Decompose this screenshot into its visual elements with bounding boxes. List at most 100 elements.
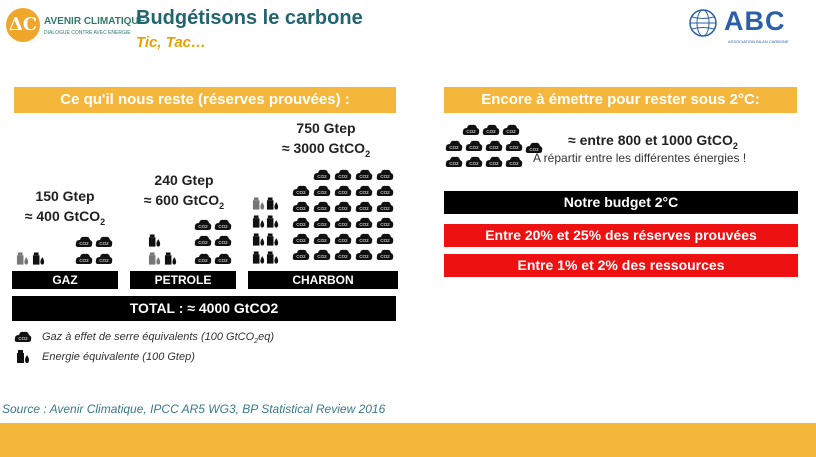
category-gaz: GAZ: [12, 271, 118, 289]
svg-text:CO2: CO2: [506, 129, 516, 134]
barrel-icon: [252, 215, 265, 228]
barrel-icon: [164, 252, 177, 265]
svg-text:CO2: CO2: [296, 238, 306, 243]
svg-text:CO2: CO2: [317, 222, 327, 227]
svg-text:CO2: CO2: [99, 258, 109, 263]
distribution-note: A répartir entre les différentes énergie…: [533, 151, 747, 165]
co2-cloud-icon: CO2: [334, 233, 352, 244]
svg-text:CO2: CO2: [317, 206, 327, 211]
svg-text:CO2: CO2: [338, 222, 348, 227]
barrel-icon: [266, 215, 279, 228]
barrel-icon: [266, 197, 279, 210]
co2-cloud-icon: CO2: [95, 236, 113, 247]
co2-cloud-icon: CO2: [525, 142, 543, 153]
svg-text:CO2: CO2: [359, 190, 369, 195]
co2-cloud-icon: CO2: [376, 169, 394, 180]
co2-cloud-icon: CO2: [14, 331, 32, 342]
co2-cloud-icon: CO2: [313, 249, 331, 260]
legend-co2-text: Gaz à effet de serre équivalents (100 Gt…: [42, 331, 274, 346]
page-title: Budgétisons le carbone: [136, 7, 363, 29]
svg-text:CO2: CO2: [380, 238, 390, 243]
avenir-climatique-tagline: DIALOGUE CONTRE AVEC ENERGIE: [44, 30, 131, 36]
globe-icon: [689, 9, 717, 37]
co2-cloud-icon: CO2: [313, 217, 331, 228]
co2-cloud-icon: CO2: [292, 249, 310, 260]
co2-cloud-icon: CO2: [465, 156, 483, 167]
svg-text:CO2: CO2: [296, 222, 306, 227]
co2-cloud-icon: CO2: [334, 249, 352, 260]
co2-cloud-icon: CO2: [95, 253, 113, 264]
svg-text:CO2: CO2: [359, 174, 369, 179]
svg-text:CO2: CO2: [469, 145, 479, 150]
co2-cloud-icon: CO2: [462, 124, 480, 135]
charbon-energy: 750 Gtep: [296, 120, 356, 136]
svg-text:CO2: CO2: [79, 241, 89, 246]
co2-cloud-icon: CO2: [313, 233, 331, 244]
charbon-co2: ≈ 3000 GtCO2: [281, 140, 371, 159]
co2-cloud-icon: CO2: [502, 124, 520, 135]
svg-text:CO2: CO2: [296, 254, 306, 259]
co2-cloud-icon: CO2: [313, 169, 331, 180]
abc-wordmark: ABC: [724, 6, 786, 36]
svg-text:CO2: CO2: [489, 145, 499, 150]
co2-cloud-icon: CO2: [292, 233, 310, 244]
barrel-icon: [252, 251, 265, 264]
svg-text:CO2: CO2: [99, 241, 109, 246]
co2-cloud-icon: CO2: [376, 217, 394, 228]
co2-cloud-icon: CO2: [505, 140, 523, 151]
svg-text:CO2: CO2: [359, 254, 369, 259]
barrel-icon: [266, 251, 279, 264]
co2-cloud-icon: CO2: [214, 253, 232, 264]
svg-text:CO2: CO2: [317, 174, 327, 179]
barrel-icon: [17, 350, 29, 363]
co2-cloud-icon: CO2: [334, 217, 352, 228]
resources-share-bar: Entre 1% et 2% des ressources: [444, 254, 798, 277]
total-bar: TOTAL : ≈ 4000 GtCO2: [12, 296, 396, 321]
svg-text:CO2: CO2: [509, 145, 519, 150]
svg-text:CO2: CO2: [198, 224, 208, 229]
svg-text:CO2: CO2: [317, 190, 327, 195]
reserves-banner: Ce qu'il nous reste (réserves prouvées) …: [14, 87, 396, 113]
barrel-icon: [148, 234, 161, 247]
co2-cloud-cluster: [0, 0, 1, 1]
svg-text:CO2: CO2: [338, 174, 348, 179]
barrel-icon: [16, 252, 29, 265]
gaz-label: 150 Gtep ≈ 400 GtCO2: [10, 186, 120, 232]
svg-text:CO2: CO2: [296, 190, 306, 195]
svg-text:CO2: CO2: [317, 254, 327, 259]
svg-text:CO2: CO2: [338, 190, 348, 195]
co2-cloud-icon: CO2: [334, 201, 352, 212]
svg-text:CO2: CO2: [486, 129, 496, 134]
barrel-icon: [252, 197, 265, 210]
petrole-energy: 240 Gtep: [154, 172, 214, 188]
svg-text:CO2: CO2: [380, 206, 390, 211]
svg-text:CO2: CO2: [449, 145, 459, 150]
svg-text:CO2: CO2: [449, 161, 459, 166]
co2-cloud-icon: CO2: [485, 140, 503, 151]
co2-cloud-icon: CO2: [482, 124, 500, 135]
avenir-climatique-mark: ΔC: [6, 8, 40, 42]
co2-cloud-icon: CO2: [355, 217, 373, 228]
co2-cloud-icon: CO2: [75, 236, 93, 247]
abc-logo: ABC ASSOCIATION BILAN CARBONE: [688, 6, 812, 52]
svg-text:CO2: CO2: [218, 240, 228, 245]
co2-cloud-icon: CO2: [355, 249, 373, 260]
co2-cloud-icon: CO2: [214, 235, 232, 246]
page-subtitle: Tic, Tac…: [136, 34, 207, 51]
co2-cloud-icon: CO2: [194, 235, 212, 246]
co2-cloud-icon: CO2: [214, 219, 232, 230]
category-petrole: PETROLE: [130, 271, 236, 289]
abc-tagline: ASSOCIATION BILAN CARBONE: [728, 39, 789, 44]
co2-cloud-icon: CO2: [194, 219, 212, 230]
legend-energy-text: Energie équivalente (100 Gtep): [42, 351, 195, 363]
remaining-budget-text: ≈ entre 800 et 1000 GtCO2: [568, 132, 738, 151]
svg-text:CO2: CO2: [380, 254, 390, 259]
co2-cloud-icon: CO2: [376, 233, 394, 244]
co2-cloud-icon: CO2: [292, 201, 310, 212]
co2-cloud-icon: CO2: [334, 185, 352, 196]
co2-cloud-icon: CO2: [376, 249, 394, 260]
emissions-banner: Encore à émettre pour rester sous 2°C:: [444, 87, 797, 113]
co2-cloud-icon: CO2: [355, 233, 373, 244]
svg-text:CO2: CO2: [198, 258, 208, 263]
